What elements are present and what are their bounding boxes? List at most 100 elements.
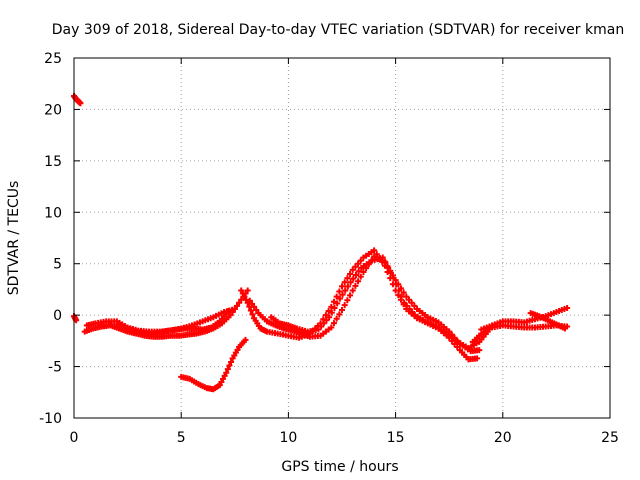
data-point	[333, 315, 340, 322]
data-point	[216, 382, 223, 389]
data-point	[398, 293, 405, 300]
data-point	[322, 312, 329, 319]
series-arc-a	[71, 93, 84, 107]
axis-ticks: 0 5 10 15 20 25 -10 -5 0 5 10 15 20 25	[39, 51, 619, 446]
data-point	[564, 304, 571, 311]
x-tick-label: 5	[177, 430, 186, 446]
data-point	[323, 317, 330, 324]
data-point	[218, 379, 225, 385]
data-point	[224, 366, 231, 373]
data-point	[328, 324, 335, 331]
data-point	[223, 369, 230, 376]
data-point	[334, 300, 341, 307]
data-point	[382, 259, 389, 266]
data-point	[341, 279, 348, 286]
data-point	[241, 293, 248, 300]
data-point	[355, 278, 362, 285]
data-point	[474, 355, 481, 362]
series-arc-e	[113, 308, 232, 337]
series-arc-i	[268, 254, 491, 352]
data-point	[331, 304, 338, 311]
chart-title: Day 309 of 2018, Sidereal Day-to-day VTE…	[52, 22, 624, 38]
data-point	[349, 287, 356, 294]
data-point	[406, 296, 412, 303]
y-tick-label: -10	[39, 411, 62, 427]
x-axis-label: GPS time / hours	[281, 459, 398, 475]
data-point	[357, 273, 364, 280]
data-point	[238, 287, 245, 294]
data-point	[341, 302, 348, 309]
data-point	[320, 320, 327, 327]
data-point	[247, 307, 254, 314]
data-point	[244, 287, 251, 294]
data-point	[226, 362, 233, 369]
x-tick-label: 10	[279, 430, 297, 446]
data-point	[403, 302, 410, 309]
data-point	[325, 308, 332, 315]
data-point	[352, 263, 359, 270]
data-point	[231, 305, 238, 312]
series-arc-d	[83, 305, 238, 335]
plot-border	[73, 57, 611, 419]
data-point	[242, 336, 249, 343]
data-point	[347, 292, 354, 299]
data-point	[330, 298, 337, 305]
x-tick-label: 0	[70, 430, 79, 446]
data-point	[228, 358, 235, 365]
data-point	[342, 287, 349, 294]
data-point	[225, 308, 232, 315]
series-arc-f	[178, 336, 249, 393]
data-point	[344, 297, 351, 304]
series-arc-l	[527, 310, 568, 332]
data-point	[355, 268, 362, 275]
data-point	[454, 344, 461, 351]
data-point	[239, 290, 246, 297]
data-point	[339, 307, 345, 313]
data-point	[371, 247, 378, 254]
data-point	[318, 323, 325, 330]
data-point	[385, 264, 392, 271]
data-point	[379, 254, 386, 261]
data-point	[330, 320, 337, 327]
series-arc-g	[238, 247, 481, 363]
x-tick-label: 25	[601, 430, 619, 446]
data-point	[387, 269, 394, 276]
data-point	[336, 295, 343, 302]
data-point	[561, 325, 568, 332]
data-point	[347, 279, 354, 286]
data-points	[71, 93, 571, 393]
data-point	[253, 307, 260, 313]
data-point	[355, 260, 362, 267]
data-point	[248, 300, 255, 307]
data-point	[411, 302, 418, 309]
data-point	[328, 303, 335, 310]
data-point	[409, 309, 416, 316]
data-point	[347, 271, 354, 277]
data-point	[401, 299, 408, 306]
data-point	[227, 312, 234, 319]
data-point	[233, 302, 240, 309]
data-point	[390, 275, 397, 282]
data-point	[350, 275, 357, 282]
data-point	[344, 283, 351, 290]
data-point	[326, 314, 333, 321]
data-point	[251, 303, 258, 310]
data-point	[357, 257, 364, 264]
data-point	[243, 296, 250, 303]
y-tick-label: 0	[53, 308, 62, 324]
data-point	[339, 283, 345, 290]
x-tick-label: 15	[387, 430, 405, 446]
data-point	[344, 275, 351, 282]
y-axis-label: SDTVAR / TECUs	[6, 181, 22, 296]
data-point	[333, 293, 340, 300]
series-arc-c	[81, 287, 251, 340]
data-point	[408, 299, 415, 306]
data-point	[336, 311, 343, 318]
grid	[74, 58, 610, 418]
data-point	[476, 347, 483, 354]
data-point	[336, 288, 343, 295]
y-tick-label: -5	[48, 360, 62, 376]
y-tick-label: 5	[53, 257, 62, 273]
y-tick-label: 15	[44, 154, 62, 170]
